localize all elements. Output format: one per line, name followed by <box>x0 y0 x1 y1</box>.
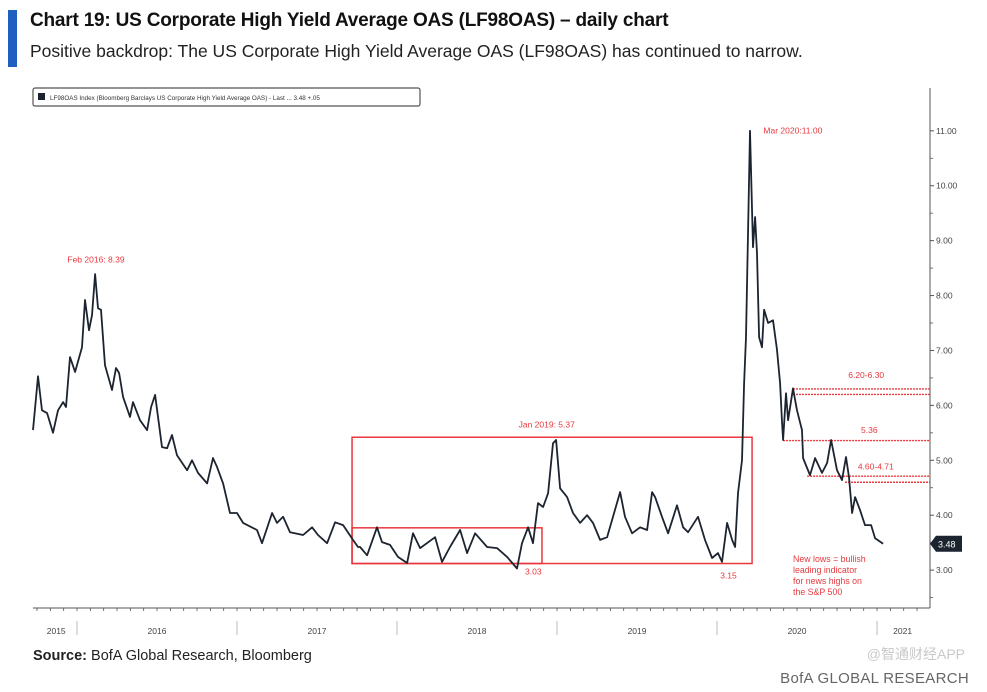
x-tick-label: 2018 <box>468 626 487 636</box>
annotation-label: 3.03 <box>525 567 542 577</box>
annotation-note-line: the S&P 500 <box>793 587 842 597</box>
chart-subtitle: Positive backdrop: The US Corporate High… <box>30 41 803 61</box>
y-tick-label: 3.00 <box>936 565 953 575</box>
annotation-label: 3.15 <box>720 570 737 580</box>
x-tick-label: 2019 <box>628 626 647 636</box>
x-tick-label: 2016 <box>148 626 167 636</box>
brand-footer: BofA GLOBAL RESEARCH <box>780 670 969 687</box>
source-text: BofA Global Research, Bloomberg <box>91 648 312 664</box>
y-tick-label: 8.00 <box>936 291 953 301</box>
annotation-label: Feb 2016: 8.39 <box>67 255 124 265</box>
range-box-2017-2020 <box>351 436 753 565</box>
y-tick-label: 9.00 <box>936 236 953 246</box>
x-tick-label: 2015 <box>47 626 66 636</box>
y-tick-label: 10.00 <box>936 181 958 191</box>
legend-text: LF98OAS Index (Bloomberg Barclays US Cor… <box>50 95 320 102</box>
source-label: Source: <box>33 648 87 664</box>
annotation-note-line: New lows = bullish <box>793 554 866 564</box>
y-tick-label: 7.00 <box>936 345 953 355</box>
annotation-label: 5.36 <box>861 425 878 435</box>
last-value-tag <box>930 535 962 552</box>
annotation-label: Jan 2019: 5.37 <box>519 419 576 429</box>
range-box-2017-2018 <box>351 527 543 565</box>
legend: LF98OAS Index (Bloomberg Barclays US Cor… <box>32 87 421 107</box>
title-accent-bar <box>8 10 17 67</box>
y-tick-label: 4.00 <box>936 510 953 520</box>
annotation-label: 4.60-4.71 <box>858 462 894 472</box>
annotation-note-line: leading indicator <box>793 565 857 575</box>
annotation-label: 6.20-6.30 <box>848 370 884 380</box>
x-tick-label: 2020 <box>788 626 807 636</box>
y-tick-label: 6.00 <box>936 400 953 410</box>
y-tick-label: 5.00 <box>936 455 953 465</box>
legend-box <box>32 87 421 107</box>
legend-swatch <box>38 93 45 100</box>
x-tick-label: 2017 <box>308 626 327 636</box>
y-tick-label: 11.00 <box>936 126 957 136</box>
annotation-note-line: for news highs on <box>793 576 862 586</box>
series-line-lf98oas <box>32 129 884 570</box>
chart-title: Chart 19: US Corporate High Yield Averag… <box>30 10 669 31</box>
source-note: Source: BofA Global Research, Bloomberg <box>33 648 312 664</box>
x-tick-label: 2021 <box>893 626 912 636</box>
annotation-label: Mar 2020:11.00 <box>763 126 822 136</box>
last-value-label: 3.48 <box>938 539 956 549</box>
watermark: @智通财经APP <box>866 646 965 662</box>
